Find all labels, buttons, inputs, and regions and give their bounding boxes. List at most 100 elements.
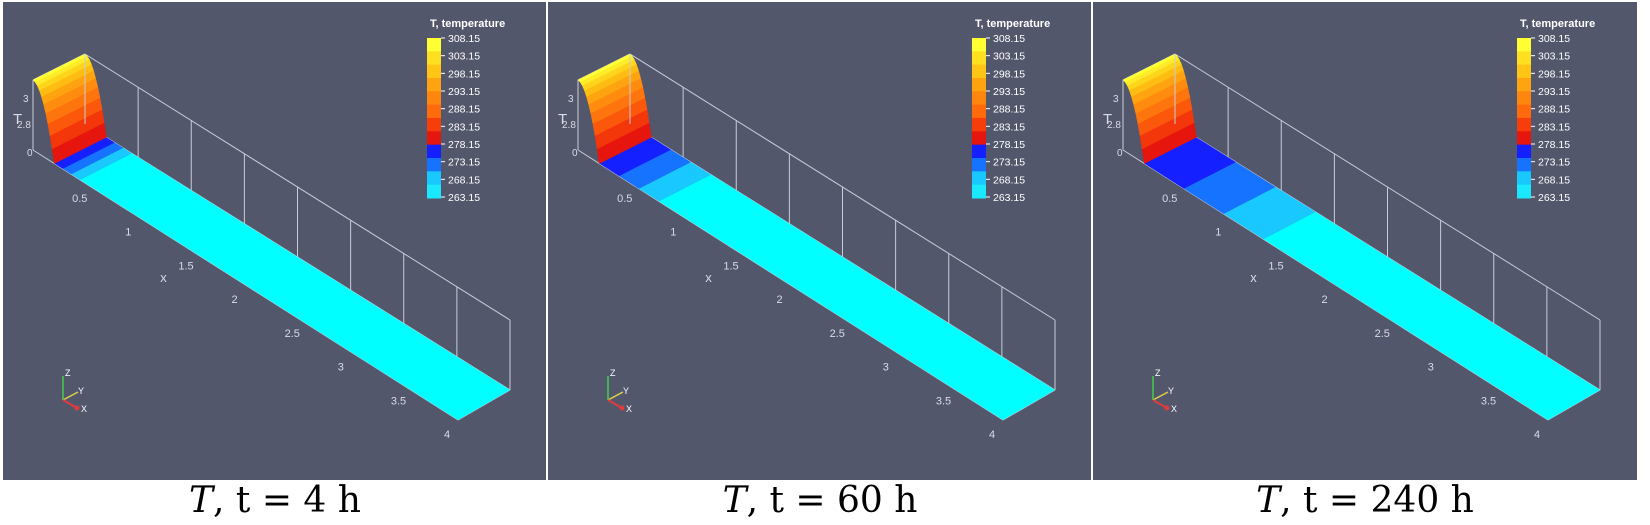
x-tick-label: 3 — [338, 362, 344, 374]
colorbar-label: 278.15 — [993, 139, 1025, 151]
colorbar-title: T, temperature — [430, 18, 505, 30]
surface-transition-band — [71, 147, 132, 180]
y-axis-arrow — [1152, 391, 1169, 401]
colorbar: T, temperature 308.15 303.15 298.15 293.15 28… — [427, 18, 505, 204]
colorbar-label: 298.15 — [993, 68, 1025, 80]
colorbar-band — [427, 184, 441, 199]
y-axis-arrow — [62, 391, 79, 401]
surface-transition-band — [54, 137, 115, 169]
x-tick-label: 0.5 — [617, 193, 632, 205]
colorbar-band — [1517, 184, 1531, 199]
t-axis-label: T — [558, 111, 567, 128]
colorbar-label: 268.15 — [993, 174, 1025, 186]
x-axis-tip — [74, 405, 80, 411]
axes-front — [32, 54, 86, 150]
colorbar-band — [1517, 158, 1531, 172]
colorbar-band — [1517, 104, 1531, 119]
colorbar-band — [427, 64, 441, 79]
colorbar-label: 263.15 — [448, 192, 480, 204]
colorbar-band — [1517, 51, 1531, 66]
colorbar-label: 268.15 — [1538, 174, 1570, 186]
colorbar-band — [972, 131, 986, 146]
colorbar-band — [972, 91, 986, 106]
panel-divider — [546, 2, 548, 480]
surface-cold-region — [1263, 211, 1600, 420]
colorbar-label: 263.15 — [1538, 192, 1570, 204]
colorbar-band — [1517, 131, 1531, 146]
grid-line — [32, 149, 459, 421]
t-tick-label: 3 — [23, 94, 29, 105]
orientation-axes: ZYX — [607, 368, 632, 414]
colorbar: T, temperature 308.15 303.15 298.15 293.15 28… — [1517, 18, 1595, 204]
x-axis-label: x — [705, 270, 712, 285]
panel-4h[interactable]: 0.5 1 1.5 2 2.5 3 3.5 4 x 3 2.8 0 T T, temperature 308… — [3, 2, 547, 480]
colorbar-label: 278.15 — [448, 139, 480, 151]
t-axis-label: T — [1103, 111, 1112, 128]
x-axis-tip — [1164, 405, 1170, 411]
x-tick-label: 2 — [232, 294, 238, 306]
x-axis-arrow — [1152, 399, 1168, 409]
x-tick-label: 1 — [125, 227, 131, 239]
colorbar-label: 308.15 — [1538, 33, 1570, 45]
t-tick-label: 2.8 — [1107, 120, 1121, 131]
t-axis-label: T — [13, 111, 22, 128]
colorbar-label: 308.15 — [993, 33, 1025, 45]
surface-cold-region — [79, 153, 511, 421]
z-axis-label: Z — [1155, 368, 1161, 378]
x-tick-label: 1 — [670, 227, 676, 239]
colorbar-label: 268.15 — [448, 174, 480, 186]
colorbar-band — [427, 171, 441, 186]
colorbar-band — [1517, 78, 1531, 92]
colorbar-label: 288.15 — [448, 104, 480, 116]
colorbar-band — [1517, 91, 1531, 106]
colorbar-label: 283.15 — [448, 121, 480, 133]
x-tick-label: 1 — [1215, 227, 1221, 239]
surface-transition-band — [619, 149, 691, 189]
axes-front — [1122, 54, 1176, 150]
surface-transition-band — [1144, 137, 1236, 189]
colorbar-title: T, temperature — [975, 18, 1050, 30]
x-tick-labels: 0.5 1 1.5 2 2.5 3 3.5 4 — [72, 193, 450, 441]
x-axis-label: x — [160, 270, 167, 285]
colorbar-label: 273.15 — [993, 157, 1025, 169]
panel-divider — [1091, 2, 1093, 480]
colorbar-band — [1517, 118, 1531, 132]
colorbar-band — [972, 118, 986, 132]
orientation-axes: ZYX — [62, 368, 87, 414]
colorbar-label: 273.15 — [448, 157, 480, 169]
colorbar-label: 303.15 — [993, 51, 1025, 63]
caption-240h: T, t = 240 h — [1256, 480, 1474, 521]
colorbar-band — [972, 64, 986, 79]
t-tick-label: 2.8 — [562, 120, 576, 131]
colorbar-band — [1517, 171, 1531, 186]
colorbar-label: 308.15 — [448, 33, 480, 45]
x-tick-label: 1.5 — [1268, 260, 1283, 272]
t-tick-label: 0 — [27, 148, 33, 159]
x-tick-label: 2.5 — [830, 328, 845, 340]
z-axis-label: Z — [610, 368, 616, 378]
x-tick-labels: 0.5 1 1.5 2 2.5 3 3.5 4 — [617, 193, 995, 441]
t-tick-label: 3 — [1113, 94, 1119, 105]
x-axis-label: x — [1250, 270, 1257, 285]
colorbar-band — [972, 78, 986, 92]
colorbar-label: 293.15 — [993, 86, 1025, 98]
colorbar-band — [427, 104, 441, 119]
colorbar-label: 288.15 — [993, 104, 1025, 116]
panel-60h[interactable]: 0.5 1 1.5 2 2.5 3 3.5 4 x 3 2.8 0 T T, temperature 308… — [548, 2, 1092, 480]
colorbar-band — [427, 131, 441, 146]
y-axis-label: Y — [78, 386, 84, 396]
x-tick-label: 2.5 — [1375, 328, 1390, 340]
axes-front — [577, 54, 631, 150]
colorbar-band — [427, 118, 441, 132]
t-tick-label: 2.8 — [17, 120, 31, 131]
colorbar-label: 283.15 — [993, 121, 1025, 133]
panel-240h[interactable]: 0.5 1 1.5 2 2.5 3 3.5 4 x 3 2.8 0 T T, temperature 308… — [1093, 2, 1637, 480]
x-axis-tip — [619, 405, 625, 411]
colorbar-band — [972, 171, 986, 186]
colorbar-label: 293.15 — [448, 86, 480, 98]
x-axis-label-orient: X — [626, 404, 632, 414]
x-tick-label: 0.5 — [72, 193, 87, 205]
colorbar-label: 303.15 — [448, 51, 480, 63]
